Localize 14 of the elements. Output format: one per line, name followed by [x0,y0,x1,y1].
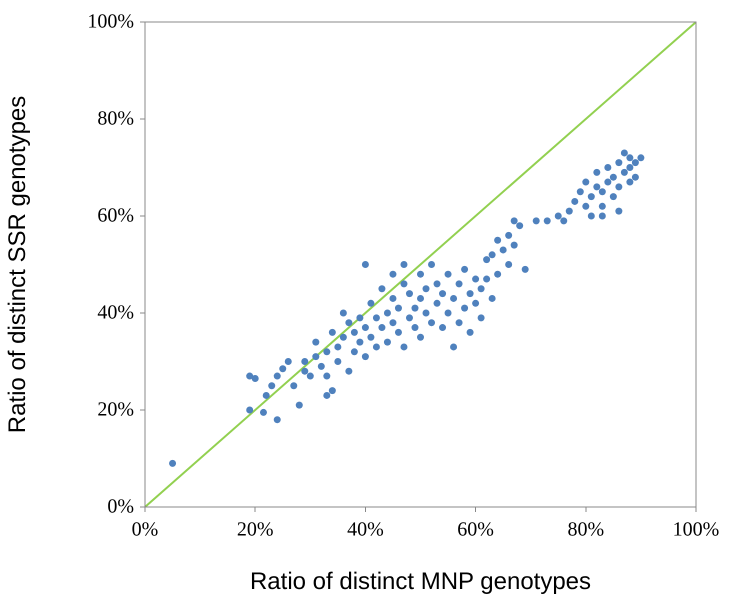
y-tick-label: 80% [97,107,134,130]
x-tick-label: 40% [347,518,384,540]
y-tick-label: 100% [87,10,134,32]
y-axis-title: Ratio of distinct SSR genotypes [4,96,32,434]
y-tick-label: 0% [107,495,134,518]
x-axis-title: Ratio of distinct MNP genotypes [250,568,592,596]
y-tick-label: 60% [97,204,134,226]
x-tick-label: 80% [567,518,604,540]
y-tick-label: 40% [97,301,134,324]
x-tick-label: 100% [672,518,720,540]
y-tick-label: 20% [97,398,134,420]
x-tick-label: 0% [132,518,158,540]
x-tick-label: 60% [457,518,494,540]
x-tick-label: 20% [236,518,274,540]
